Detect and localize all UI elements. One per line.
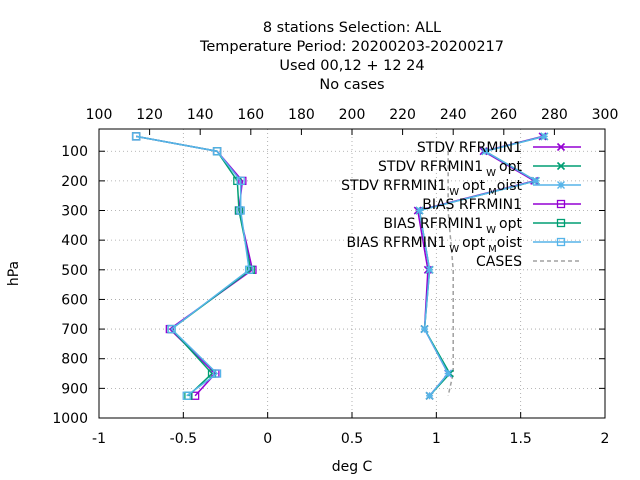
series-cases [447, 151, 454, 396]
point [556, 218, 566, 228]
x-top-tick-label: 100 [86, 107, 113, 123]
legend-entry-cases: CASES [476, 254, 581, 270]
x-tick-label: 2 [601, 431, 610, 447]
x-top-tick-label: 280 [541, 107, 568, 123]
point [425, 391, 434, 400]
legend-entry: STDV RFRMIN1 [417, 140, 581, 156]
y-tick-label: 500 [61, 263, 88, 279]
y-tick-label: 900 [61, 381, 88, 397]
x-tick-label: 1.5 [510, 431, 532, 447]
series-line [135, 135, 250, 397]
title-line: 8 stations Selection: ALL [263, 20, 441, 36]
x-top-tick-label: 160 [237, 107, 264, 123]
legend-label: BIAS RFRMIN1 [422, 197, 522, 213]
point [557, 181, 565, 189]
x-tick-label: 0.5 [341, 431, 363, 447]
legend-label: STDV RFRMIN1 [417, 140, 522, 156]
point [420, 325, 429, 334]
y-tick-label: 300 [61, 204, 88, 220]
x-tick-label: 1 [432, 431, 441, 447]
point [212, 369, 222, 378]
y-axis-label: hPa [6, 261, 22, 286]
series-line [135, 135, 252, 397]
x-top-tick-label: 300 [592, 107, 619, 123]
point [556, 199, 566, 209]
x-tick-label: -1 [92, 431, 106, 447]
series-bias-3 [131, 132, 257, 400]
series-line [135, 135, 254, 397]
series-bias-5 [131, 132, 254, 400]
x-top-tick-label: 240 [440, 107, 467, 123]
point [131, 132, 141, 141]
point [556, 161, 566, 171]
y-tick-label: 600 [61, 292, 88, 308]
series-line [418, 135, 545, 397]
point [540, 132, 549, 141]
x-tick-label: -0.5 [170, 431, 197, 447]
point [212, 147, 222, 156]
y-tick-label: 400 [61, 233, 88, 249]
x-tick-label: 0 [263, 431, 272, 447]
y-tick-label: 1000 [52, 411, 88, 427]
x-top-tick-label: 180 [288, 107, 315, 123]
y-tick-label: 800 [61, 352, 88, 368]
x-top-tick-label: 220 [389, 107, 416, 123]
y-tick-label: 100 [61, 144, 88, 160]
point [531, 176, 540, 185]
y-tick-label: 200 [61, 174, 88, 190]
x-axis-label: deg C [332, 459, 373, 475]
title-line: No cases [319, 77, 384, 93]
grid [99, 129, 605, 418]
point [556, 142, 566, 152]
axis-ticks: -1 -0.5 0 0.5 1 1.5 2 100 120 140 160 180 200 220 240 2… [52, 107, 618, 447]
x-top-tick-label: 120 [136, 107, 163, 123]
legend-entry: BIAS RFRMIN1 [422, 197, 581, 213]
point [556, 237, 566, 247]
series-stdv-2 [415, 132, 549, 400]
x-top-tick-label: 200 [339, 107, 366, 123]
x-top-tick-label: 140 [187, 107, 214, 123]
title-line: Used 00,12 + 12 24 [279, 58, 424, 74]
series-group [131, 132, 549, 400]
point [481, 147, 490, 156]
point [182, 391, 191, 400]
point [167, 324, 176, 334]
point [444, 369, 453, 378]
y-tick-label: 700 [61, 322, 88, 338]
x-top-tick-label: 260 [490, 107, 517, 123]
legend-label: CASES [476, 254, 522, 270]
title-line: Temperature Period: 20200203-20200217 [199, 39, 504, 55]
plot-frame [98, 128, 606, 419]
point [415, 206, 424, 215]
series-line [447, 151, 454, 396]
point [425, 265, 434, 274]
point [236, 176, 245, 186]
chart-title: 8 stations Selection: ALL Temperature Per… [199, 20, 504, 93]
point [244, 265, 254, 274]
point [236, 206, 245, 215]
